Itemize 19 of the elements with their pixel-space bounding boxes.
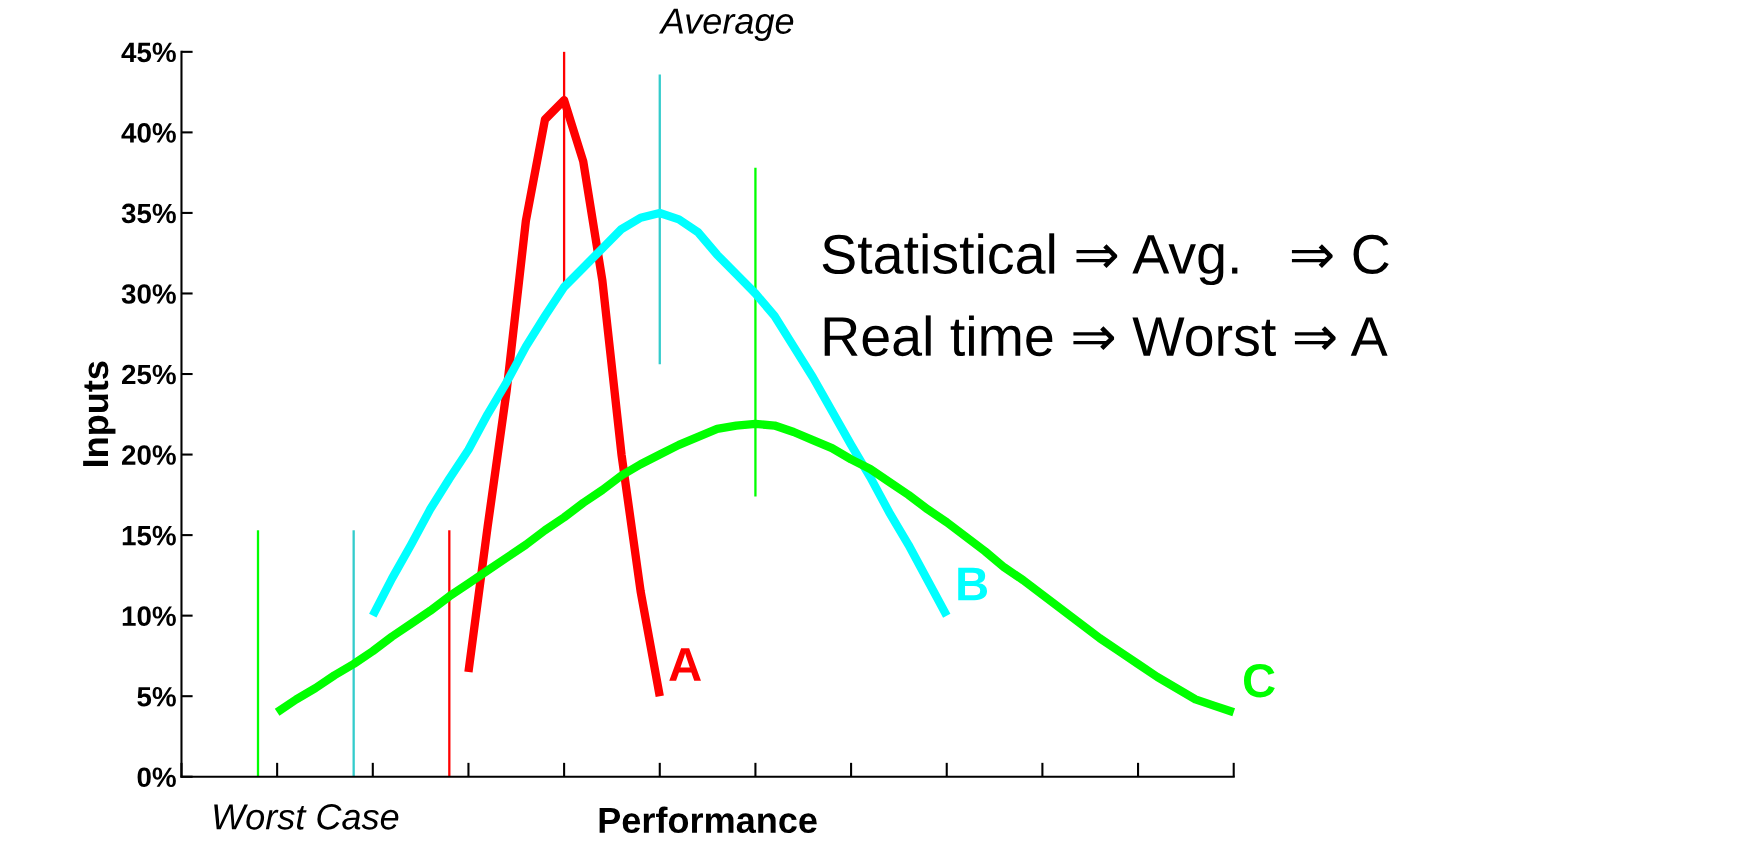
y-tick-label: 30% — [121, 284, 176, 304]
y-tick-label: 40% — [121, 123, 176, 143]
series-label: C — [1243, 663, 1275, 698]
series-label: B — [958, 567, 988, 601]
text: Worst Case — [214, 804, 399, 830]
text: Average — [658, 8, 794, 42]
y-tick-label: 35% — [121, 203, 176, 224]
y-tick-label: 0% — [137, 767, 176, 788]
y-tick-label: 45% — [121, 42, 176, 63]
y-tick-label: 15% — [122, 525, 176, 546]
annotation: Statistical ⇒ Avg. ⇒ C — [822, 233, 1389, 286]
x-axis-title: Performance — [599, 806, 817, 834]
y-axis-title: Inputs — [83, 361, 116, 467]
annotation: Real time ⇒ Worst ⇒ A — [824, 315, 1388, 357]
y-tick-label: 5% — [137, 686, 176, 707]
series-label: A — [669, 648, 701, 681]
y-tick-label: 20% — [121, 445, 176, 465]
y-tick-label: 25% — [121, 364, 176, 385]
y-tick-label: 10% — [122, 606, 176, 626]
